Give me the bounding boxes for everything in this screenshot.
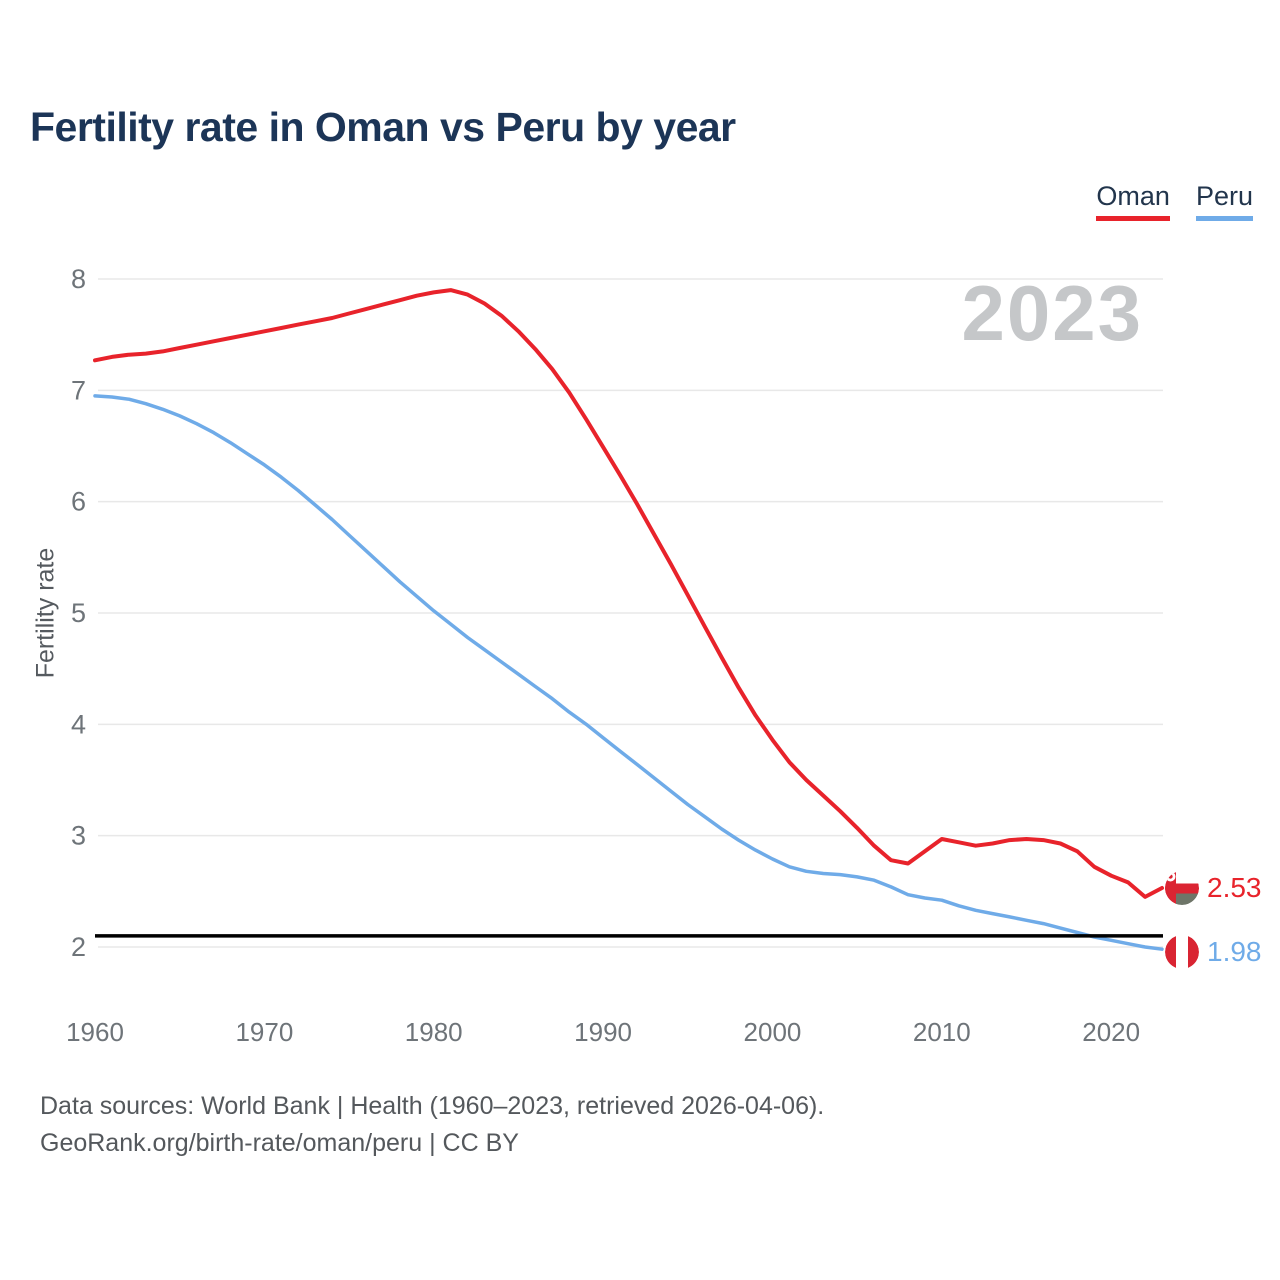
x-tick-label: 2000 — [744, 1017, 802, 1047]
oman-flag-icon — [1165, 871, 1199, 905]
y-tick-label: 7 — [71, 375, 86, 405]
y-tick-label: 2 — [71, 932, 86, 962]
y-tick-label: 4 — [71, 709, 86, 739]
legend: Oman Peru — [1096, 181, 1253, 221]
chart-title: Fertility rate in Oman vs Peru by year — [30, 104, 736, 150]
y-tick-label: 5 — [71, 598, 86, 628]
oman-end-value: 2.53 — [1207, 872, 1262, 903]
footer-attribution-line: GeoRank.org/birth-rate/oman/peru | CC BY — [40, 1129, 519, 1157]
peru-flag-icon — [1165, 935, 1199, 969]
x-tick-label: 1960 — [66, 1017, 124, 1047]
x-tick-label: 2010 — [913, 1017, 971, 1047]
x-tick-label: 2020 — [1082, 1017, 1140, 1047]
footer-sources-line: Data sources: World Bank | Health (1960–… — [40, 1092, 825, 1120]
footer: Data sources: World Bank | Health (1960–… — [40, 1088, 824, 1162]
legend-item-oman[interactable]: Oman — [1096, 181, 1170, 221]
y-tick-label: 8 — [71, 264, 86, 294]
peru-end-marker: 1.98 — [1165, 935, 1262, 969]
x-tick-label: 1980 — [405, 1017, 463, 1047]
y-tick-label: 6 — [71, 487, 86, 517]
chart-canvas: 8 7 6 5 4 3 2 1960 1970 1980 1990 2000 2010 2020 — [66, 264, 1164, 1047]
y-tick-label: 3 — [71, 821, 86, 851]
peru-end-value: 1.98 — [1207, 936, 1262, 967]
year-watermark: 2023 — [961, 269, 1143, 357]
legend-item-peru[interactable]: Peru — [1195, 181, 1253, 221]
x-tick-label: 1970 — [235, 1017, 293, 1047]
x-tick-label: 1990 — [574, 1017, 632, 1047]
oman-line[interactable] — [93, 288, 1164, 899]
peru-line[interactable] — [93, 394, 1164, 951]
oman-end-marker: 2.53 — [1165, 871, 1262, 905]
